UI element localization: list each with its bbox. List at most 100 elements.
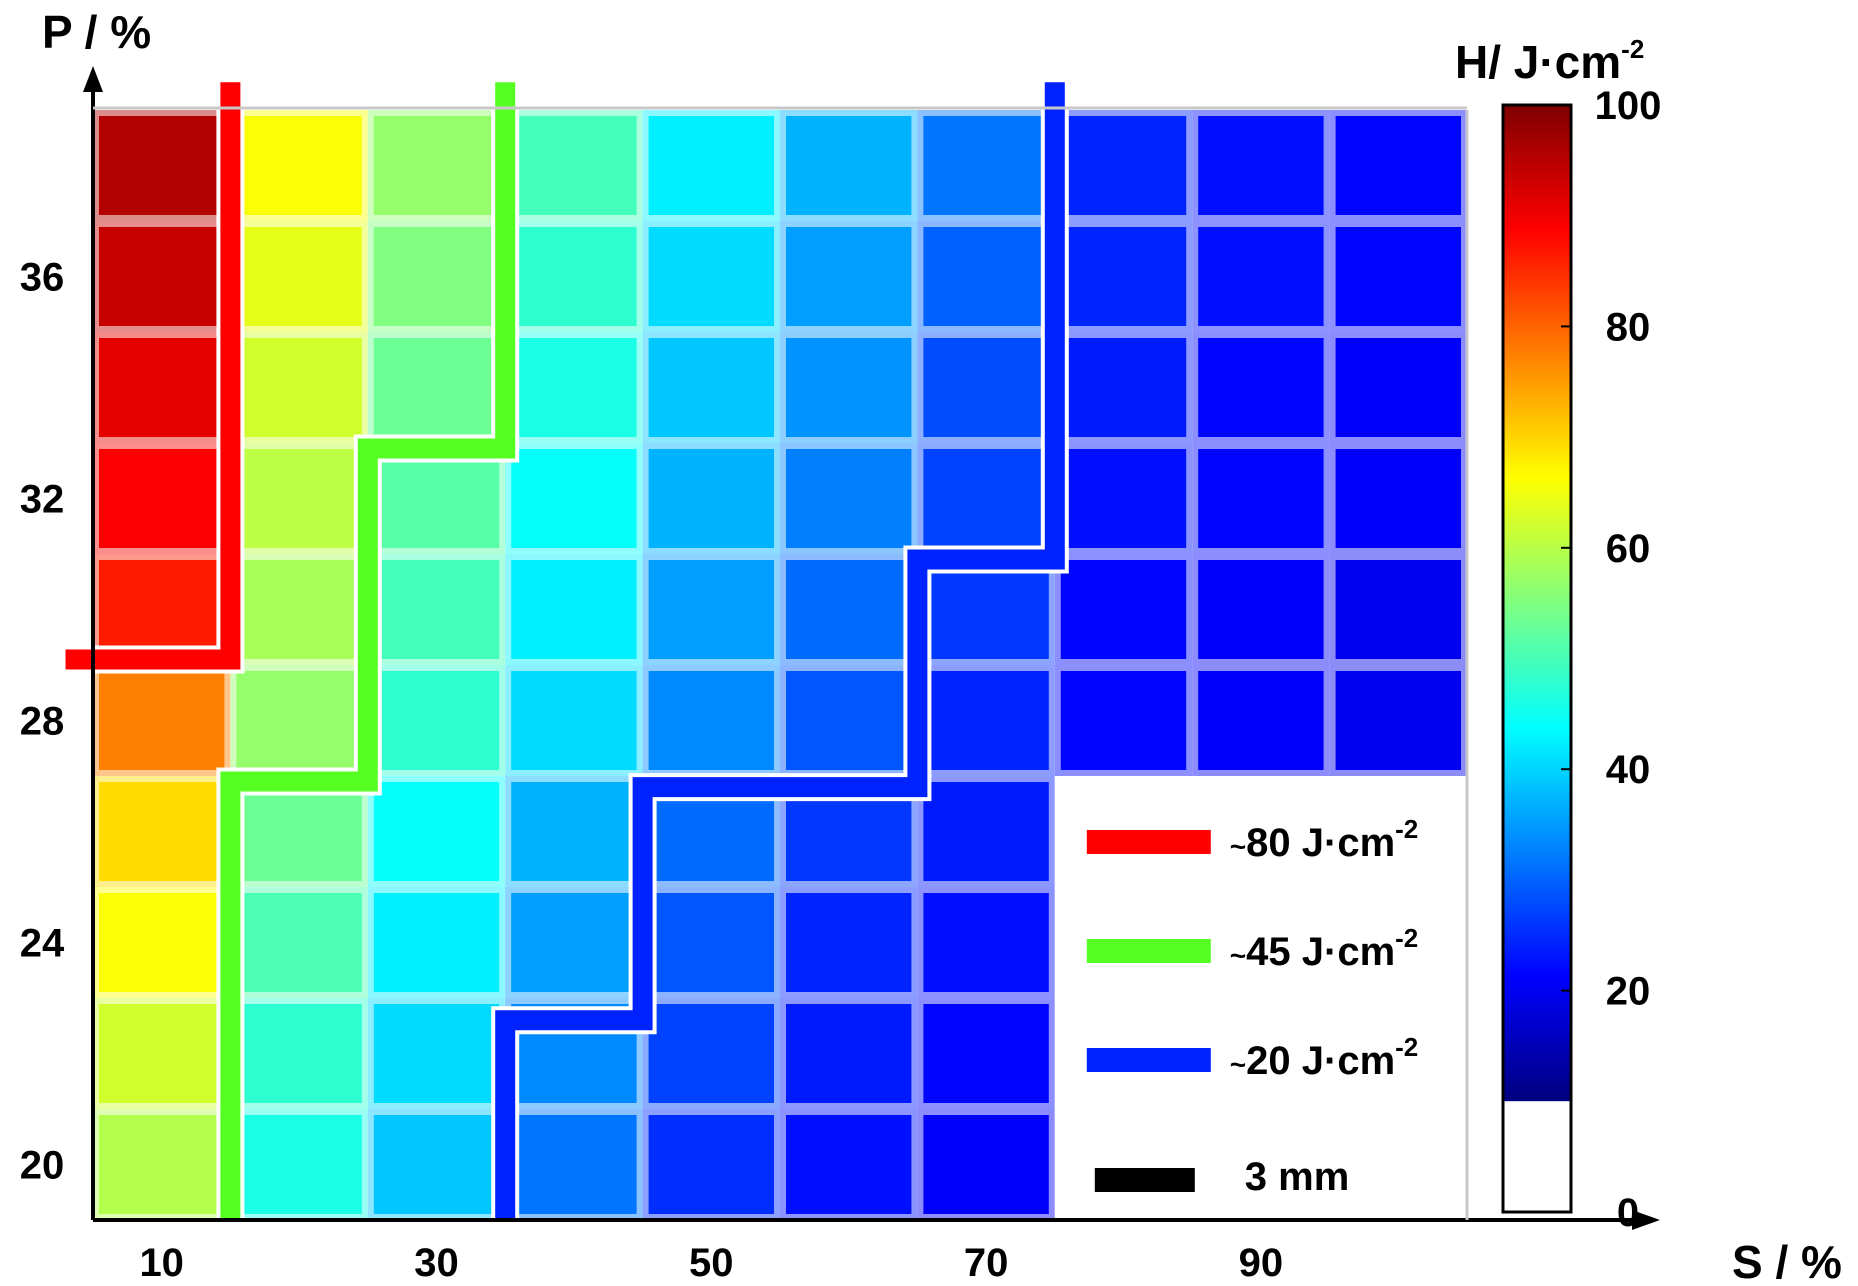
- colorbar-tick-label: 20: [1606, 970, 1651, 1014]
- legend-label-1: ~80 J·cm-2: [1230, 814, 1418, 865]
- heatmap-cell: [923, 449, 1049, 548]
- heatmap-cell: [786, 1115, 912, 1214]
- heatmap-cell: [511, 893, 637, 992]
- heatmap-cell: [99, 449, 225, 548]
- heatmap-cell: [1198, 116, 1324, 215]
- heatmap-cell: [236, 893, 362, 992]
- y-tick-label: 24: [20, 922, 65, 966]
- colorbar-blank: [1503, 1101, 1571, 1212]
- y-tick-label: 32: [20, 478, 65, 522]
- heatmap-cell: [923, 671, 1049, 770]
- heatmap-cell: [648, 227, 774, 326]
- heatmap-cell: [99, 1004, 225, 1103]
- heatmap-cell: [1335, 227, 1461, 326]
- heatmap-cell: [236, 449, 362, 548]
- heatmap-cell: [236, 116, 362, 215]
- y-axis-arrow: [83, 66, 103, 92]
- heatmap-cell: [1060, 560, 1187, 659]
- colorbar-tick-label: 100: [1595, 84, 1662, 128]
- legend-label-2: ~45 J·cm-2: [1230, 923, 1418, 974]
- colorbar-gradient: [1503, 105, 1571, 1102]
- heatmap-cell: [648, 1115, 774, 1214]
- contour-line-2: [220, 82, 516, 1220]
- heatmap-cell: [1060, 449, 1187, 548]
- heatmap-cell: [648, 449, 774, 548]
- heatmap-cell: [99, 338, 225, 437]
- heatmap-cell: [923, 1004, 1049, 1103]
- heatmap-cell: [786, 560, 912, 659]
- heatmap-cell: [648, 560, 774, 659]
- heatmap-cell: [236, 338, 362, 437]
- heatmap-cell: [236, 227, 362, 326]
- colorbar-tick-label: 0: [1617, 1191, 1639, 1235]
- contour-lines: [65, 82, 1069, 1220]
- heatmap-cell: [236, 671, 362, 770]
- axes: 10 30 50 70 90 20 24 28 32 36: [20, 66, 1660, 1285]
- heatmap-cell: [236, 782, 362, 881]
- scale-bar: [1094, 1168, 1195, 1192]
- heatmap-cell: [648, 1004, 774, 1103]
- heatmap-cell: [373, 893, 500, 992]
- heatmap-cell: [236, 1004, 362, 1103]
- heatmap-cell: [99, 893, 225, 992]
- heatmap-cell: [648, 893, 774, 992]
- heatmap-cell: [373, 1115, 500, 1214]
- x-tick-label: 70: [964, 1241, 1009, 1285]
- heatmap-cell: [923, 116, 1049, 215]
- heatmap-cell: [923, 782, 1049, 881]
- heatmap-cell: [511, 227, 637, 326]
- heatmap-cell: [99, 1115, 225, 1214]
- y-tick-label: 20: [20, 1144, 65, 1188]
- heatmap-cell: [923, 560, 1049, 659]
- heatmap-cell: [99, 560, 225, 659]
- heatmap-cell: [99, 671, 225, 770]
- heatmap-cell: [923, 227, 1049, 326]
- contour-line-3: [495, 82, 1065, 1220]
- heatmap-cell: [786, 1004, 912, 1103]
- x-tick-label: 10: [139, 1241, 184, 1285]
- heatmap-cell: [373, 560, 500, 659]
- heatmap-cell: [99, 116, 225, 215]
- legend-label-3: ~20 J·cm-2: [1230, 1032, 1418, 1083]
- y-axis-title: P / %: [42, 6, 151, 58]
- heatmap-cell: [1335, 560, 1461, 659]
- heatmap-cell: [1060, 338, 1187, 437]
- heatmap-cell: [1198, 671, 1324, 770]
- heatmap-cell: [1335, 671, 1461, 770]
- heatmap-cell: [648, 671, 774, 770]
- heatmap-cell: [99, 227, 225, 326]
- heatmap-cell: [373, 1004, 500, 1103]
- heatmap-cell: [511, 671, 637, 770]
- legend: ~80 J·cm-2 ~45 J·cm-2 ~20 J·cm-2 3 mm: [1054, 776, 1467, 1220]
- heatmap-cell: [786, 671, 912, 770]
- heatmap-cell: [373, 116, 500, 215]
- heatmap-cell: [511, 116, 637, 215]
- colorbar-frame: [1501, 103, 1573, 1214]
- heatmap-cell: [1060, 227, 1187, 326]
- heatmap-cells: [93, 110, 1467, 1220]
- heatmap-cell: [786, 227, 912, 326]
- x-axis-title: S / %: [1732, 1236, 1842, 1286]
- heatmap-cell: [1198, 560, 1324, 659]
- heatmap-cell: [511, 449, 637, 548]
- x-tick-label: 50: [689, 1241, 734, 1285]
- heatmap-cell: [373, 782, 500, 881]
- x-tick-label: 30: [414, 1241, 459, 1285]
- heatmap-cell: [373, 227, 500, 326]
- heatmap-cell: [1335, 449, 1461, 548]
- heatmap-cell: [236, 1115, 362, 1214]
- legend-swatch-3: [1086, 1048, 1211, 1072]
- heatmap-cell: [1198, 338, 1324, 437]
- x-axis-arrow: [1632, 1210, 1660, 1230]
- colorbar-tick-label: 40: [1606, 748, 1651, 792]
- heatmap-cell: [786, 338, 912, 437]
- legend-swatch-1: [1086, 830, 1211, 854]
- y-tick-label: 36: [20, 256, 65, 300]
- legend-swatch-2: [1086, 939, 1211, 963]
- colorbar: 0 20 40 60 80 100: [1501, 84, 1662, 1235]
- heatmap-cell: [923, 338, 1049, 437]
- x-tick-label: 90: [1239, 1241, 1284, 1285]
- colorbar-tick-label: 60: [1606, 527, 1651, 571]
- heatmap-cell: [923, 893, 1049, 992]
